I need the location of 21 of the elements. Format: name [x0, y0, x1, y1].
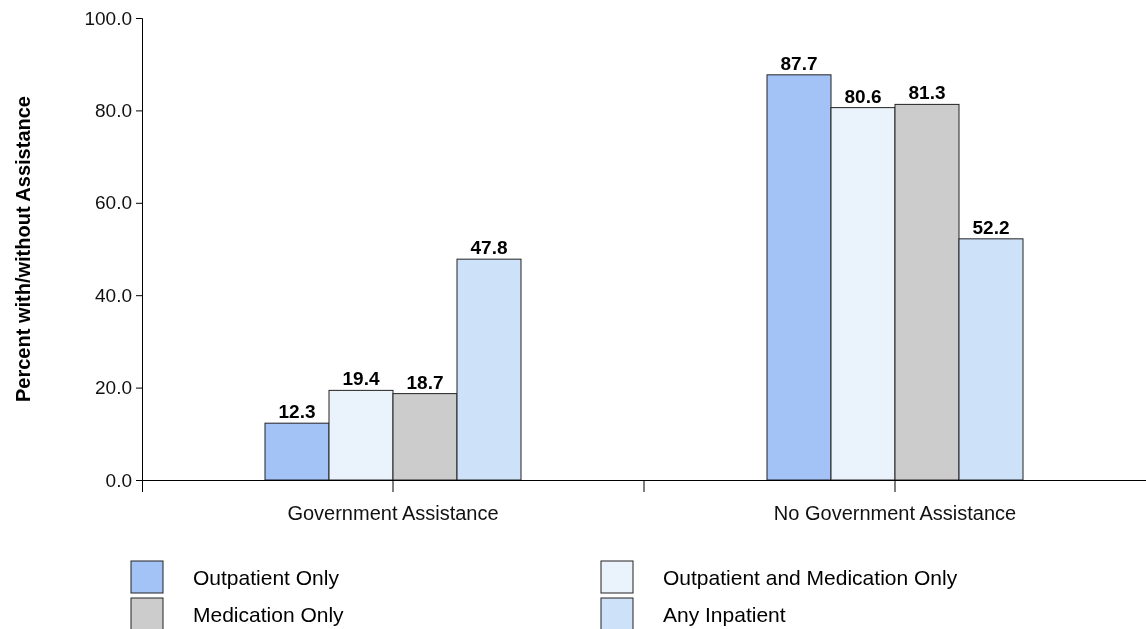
- x-tick-label: Government Assistance: [287, 502, 499, 525]
- data-label: 81.3: [908, 82, 946, 104]
- legend-label: Any Inpatient: [663, 603, 786, 626]
- data-label: 47.8: [470, 237, 508, 259]
- data-label: 19.4: [342, 368, 380, 390]
- y-tick-label: 60.0: [95, 192, 132, 214]
- y-tick-label: 20.0: [95, 377, 132, 399]
- data-label: 52.2: [972, 216, 1010, 238]
- data-label: 18.7: [406, 371, 444, 393]
- data-label: 80.6: [844, 85, 882, 107]
- legend-label: Outpatient Only: [193, 566, 340, 589]
- legend-label: Medication Only: [193, 603, 345, 626]
- y-tick-label: 80.0: [95, 99, 132, 121]
- data-label: 12.3: [278, 401, 316, 423]
- legend-label: Outpatient and Medication Only: [663, 566, 958, 589]
- y-tick-label: 40.0: [95, 284, 132, 306]
- y-tick-label: 100.0: [84, 7, 132, 29]
- y-tick-label: 0.0: [105, 469, 132, 491]
- y-axis-title: Percent with/without Assistance: [12, 96, 34, 402]
- x-tick-label: No Government Assistance: [773, 502, 1017, 525]
- data-label: 87.7: [780, 52, 818, 74]
